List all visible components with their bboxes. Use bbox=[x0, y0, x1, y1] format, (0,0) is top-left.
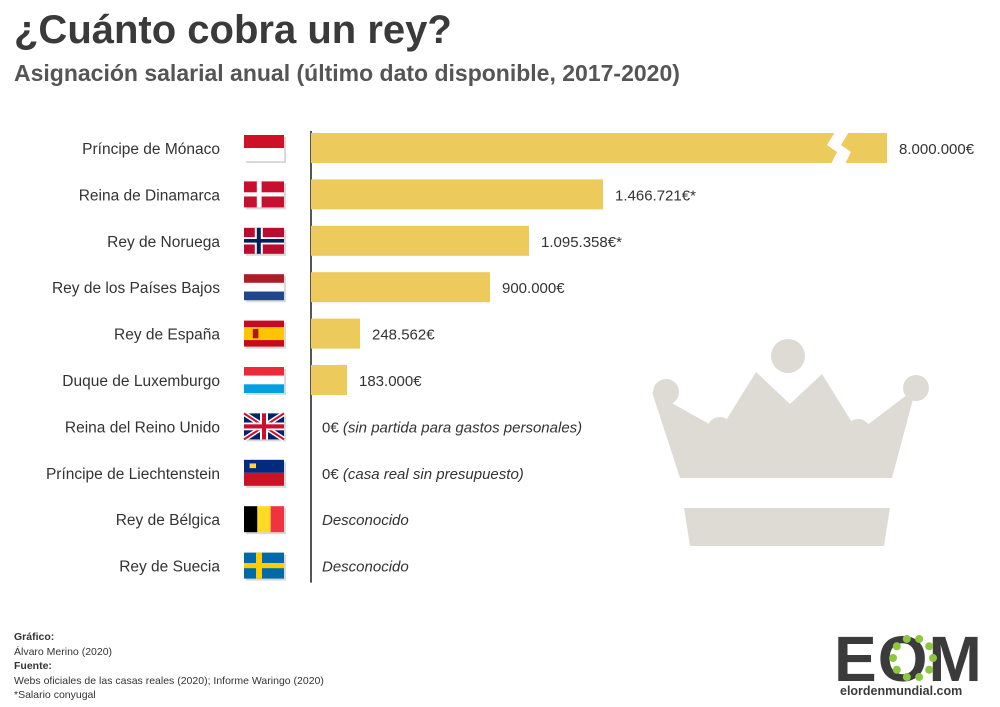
bar-chart: Príncipe de Mónaco 8.000.000€ Reina de Din… bbox=[46, 131, 975, 583]
crown-base bbox=[684, 508, 890, 546]
logo-letters: EOM bbox=[834, 623, 983, 695]
norway-flag-icon bbox=[244, 227, 286, 256]
crown-jewel bbox=[707, 417, 733, 443]
crown-body bbox=[652, 372, 916, 478]
chart-subtitle: Asignación salarial anual (último dato d… bbox=[14, 60, 680, 86]
bar bbox=[311, 365, 347, 395]
value-label: 900.000€ bbox=[502, 280, 565, 297]
category-label: Rey de España bbox=[114, 327, 220, 344]
logo-url: elordenmundial.com bbox=[840, 684, 963, 698]
credits: Gráfico: Álvaro Merino (2020) Fuente: We… bbox=[14, 630, 324, 703]
credits-grafico-label: Gráfico: bbox=[14, 631, 55, 643]
credits-grafico-value: Álvaro Merino (2020) bbox=[14, 645, 113, 658]
spain-flag-icon bbox=[244, 320, 286, 349]
liechtenstein-flag-icon bbox=[244, 459, 286, 488]
crown-jewel bbox=[653, 379, 679, 405]
credits-fuente-label: Fuente: bbox=[14, 660, 52, 672]
netherlands-flag-icon bbox=[244, 274, 286, 303]
chart-title: ¿Cuánto cobra un rey? bbox=[14, 8, 452, 52]
category-label: Rey de Bélgica bbox=[116, 512, 221, 529]
crown-jewel bbox=[771, 339, 805, 373]
crown-jewel bbox=[903, 375, 929, 401]
bar bbox=[311, 225, 529, 256]
crown-jewel bbox=[845, 419, 871, 445]
logo-ring-icon bbox=[889, 634, 937, 682]
bar bbox=[311, 318, 360, 349]
sweden-flag-icon bbox=[244, 552, 286, 581]
category-label: Rey de Suecia bbox=[119, 559, 220, 576]
bar bbox=[311, 133, 887, 163]
category-label: Rey de Noruega bbox=[107, 234, 220, 251]
value-label: 1.466.721€* bbox=[615, 187, 696, 204]
denmark-flag-icon bbox=[244, 181, 286, 210]
category-label: Duque de Luxemburgo bbox=[62, 373, 220, 390]
eom-logo: EOM elordenmundial.com bbox=[834, 623, 994, 702]
crown-icon bbox=[652, 339, 929, 546]
value-label: 8.000.000€ bbox=[899, 141, 975, 158]
value-label: 0€ (casa real sin presupuesto) bbox=[322, 466, 524, 483]
category-label: Príncipe de Mónaco bbox=[82, 141, 220, 158]
value-label: 1.095.358€* bbox=[541, 234, 622, 251]
bars-layer: Príncipe de Mónaco 8.000.000€ Reina de Din… bbox=[46, 131, 975, 583]
luxembourg-flag-icon bbox=[244, 367, 286, 395]
value-label: 0€ (sin partida para gastos personales) bbox=[322, 419, 582, 436]
value-label: 183.000€ bbox=[359, 373, 422, 390]
value-label: Desconocido bbox=[322, 559, 409, 576]
category-label: Rey de los Países Bajos bbox=[52, 280, 220, 297]
credits-note: *Salario conyugal bbox=[14, 689, 96, 701]
bar bbox=[311, 179, 603, 210]
value-label: 248.562€ bbox=[372, 327, 435, 344]
axis-break-mark bbox=[827, 132, 851, 164]
united-kingdom-flag-icon bbox=[242, 411, 286, 442]
bar bbox=[311, 272, 490, 303]
category-label: Reina del Reino Unido bbox=[65, 419, 220, 436]
credits-fuente-value: Webs oficiales de las casas reales (2020… bbox=[14, 674, 324, 687]
belgium-flag-icon bbox=[244, 506, 286, 535]
category-label: Reina de Dinamarca bbox=[79, 187, 221, 204]
value-label: Desconocido bbox=[322, 512, 409, 529]
monaco-flag-icon bbox=[244, 135, 286, 163]
category-label: Príncipe de Liechtenstein bbox=[46, 466, 220, 483]
